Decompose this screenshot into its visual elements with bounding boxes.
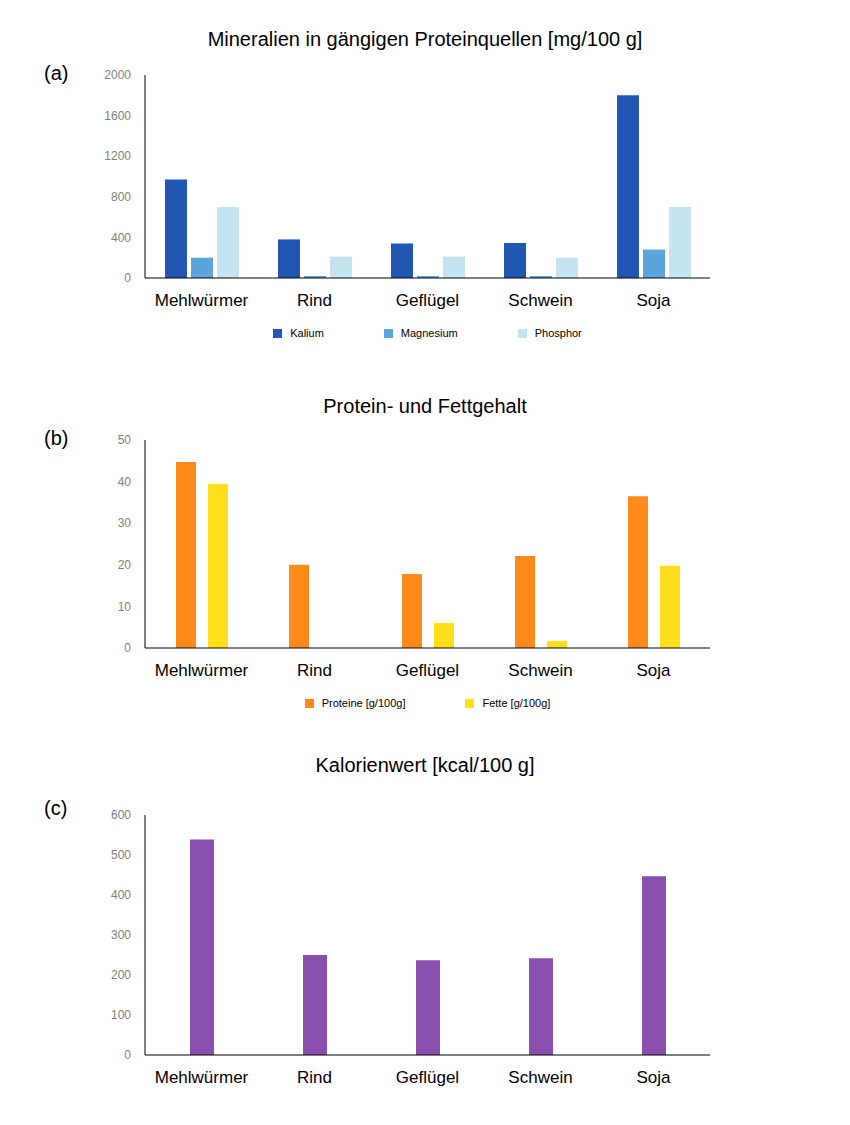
html-text:Phosphor: Phosphor <box>534 327 582 339</box>
svg-text:10: 10 <box>118 600 132 614</box>
svg-text:300: 300 <box>111 928 131 942</box>
html-text:Kalium: Kalium <box>290 327 324 339</box>
html-text:Proteine [g/100g]: Proteine [g/100g] <box>321 697 406 709</box>
svg-text:2000: 2000 <box>104 68 131 82</box>
svg-text:0: 0 <box>124 1048 131 1062</box>
svg-text:800: 800 <box>111 190 131 204</box>
html-text:(c): (c) <box>44 797 68 819</box>
svg-text:500: 500 <box>111 848 131 862</box>
svg-text:100: 100 <box>111 1008 131 1022</box>
svg-text:Schwein: Schwein <box>508 661 572 680</box>
html-text:(a): (a) <box>44 62 69 84</box>
svg-text:Rind: Rind <box>297 661 332 680</box>
svg-text:1600: 1600 <box>104 109 131 123</box>
svg-text:Soja: Soja <box>636 1068 671 1087</box>
svg-text:Rind: Rind <box>297 291 332 310</box>
svg-text:30: 30 <box>118 516 132 530</box>
html-text:Fette [g/100g]: Fette [g/100g] <box>482 697 551 709</box>
svg-text:Schwein: Schwein <box>508 1068 572 1087</box>
svg-text:400: 400 <box>111 231 131 245</box>
svg-text:600: 600 <box>111 808 131 822</box>
html-text:Magnesium: Magnesium <box>400 327 458 339</box>
svg-text:Mehlwürmer: Mehlwürmer <box>155 1068 249 1087</box>
svg-text:Soja: Soja <box>636 661 671 680</box>
svg-text:Geflügel: Geflügel <box>396 291 459 310</box>
html-text:Mineralien in gängigen Protein: Mineralien in gängigen Proteinquellen [m… <box>207 28 643 50</box>
svg-text:400: 400 <box>111 888 131 902</box>
svg-text:Geflügel: Geflügel <box>396 1068 459 1087</box>
html-text:Protein- und Fettgehalt: Protein- und Fettgehalt <box>323 395 527 417</box>
svg-text:50: 50 <box>118 433 132 447</box>
html-text:Kalorienwert [kcal/100 g]: Kalorienwert [kcal/100 g] <box>315 754 535 776</box>
svg-text:20: 20 <box>118 558 132 572</box>
svg-text:Rind: Rind <box>297 1068 332 1087</box>
svg-text:0: 0 <box>124 271 131 285</box>
svg-text:Geflügel: Geflügel <box>396 661 459 680</box>
svg-text:Mehlwürmer: Mehlwürmer <box>155 661 249 680</box>
svg-text:Mehlwürmer: Mehlwürmer <box>155 291 249 310</box>
svg-text:0: 0 <box>124 641 131 655</box>
svg-text:Schwein: Schwein <box>508 291 572 310</box>
svg-text:200: 200 <box>111 968 131 982</box>
html-text:(b): (b) <box>44 427 69 449</box>
svg-text:1200: 1200 <box>104 149 131 163</box>
svg-text:40: 40 <box>118 475 132 489</box>
svg-text:Soja: Soja <box>636 291 671 310</box>
